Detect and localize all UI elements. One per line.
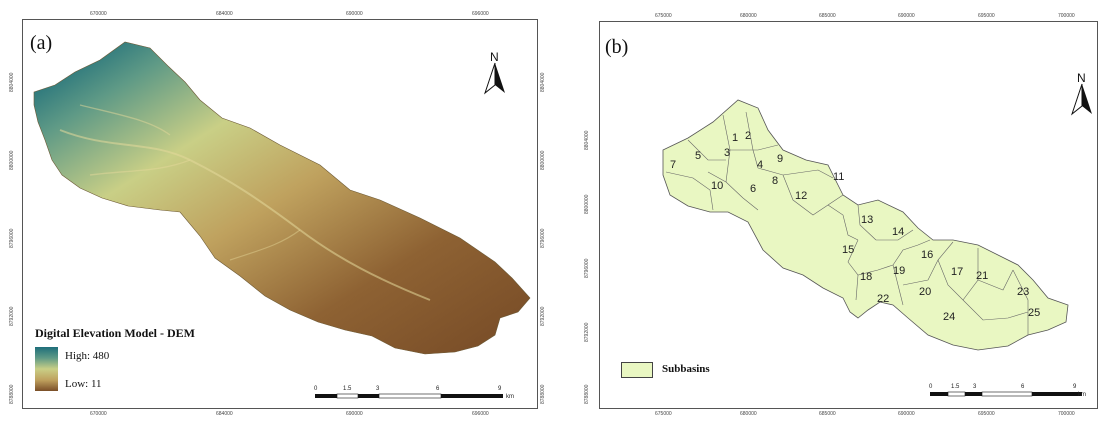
subbasin-label: 15	[842, 244, 854, 256]
subbasin-label: 23	[1017, 286, 1029, 298]
x-tick: 700000	[1058, 13, 1075, 19]
subbasin-label: 12	[795, 190, 807, 202]
legend-low: Low: 11	[65, 378, 102, 390]
subbasin-label: 25	[1028, 307, 1040, 319]
x-tick: 680000	[740, 13, 757, 19]
legend-high: High: 480	[65, 350, 110, 362]
subbasin-label: 14	[892, 226, 904, 238]
scale-label: 3	[973, 384, 977, 390]
x-tick: 690000	[346, 411, 363, 417]
subbasin-label: 1	[732, 132, 738, 144]
scale-label: 0	[929, 384, 933, 390]
x-tick: 690000	[898, 411, 915, 417]
north-arrow-icon	[483, 62, 505, 95]
subbasin-label: 24	[943, 311, 955, 323]
scale-unit: km	[506, 394, 514, 400]
x-tick: 675000	[655, 13, 672, 19]
x-tick: 685000	[819, 411, 836, 417]
subbasin-label: 5	[695, 150, 701, 162]
x-tick: 670000	[90, 11, 107, 17]
x-tick: 690000	[898, 13, 915, 19]
x-tick: 690000	[346, 11, 363, 17]
x-tick: 696000	[472, 11, 489, 17]
x-tick: 695000	[978, 13, 995, 19]
panel-label: (a)	[30, 32, 53, 54]
subbasin-label: 13	[861, 214, 873, 226]
x-tick: 670000	[90, 411, 107, 417]
subbasin-legend-swatch	[621, 362, 653, 378]
elevation-color-ramp	[35, 347, 58, 391]
north-label: N	[1077, 71, 1086, 85]
scale-bar	[315, 393, 503, 399]
subbasin-label: 18	[860, 271, 872, 283]
scale-label: 0	[314, 386, 318, 392]
subbasin-map-panel: 675000 680000 685000 690000 695000 70000…	[558, 0, 1110, 421]
x-tick: 684000	[216, 411, 233, 417]
dem-watershed-image	[33, 41, 531, 355]
dem-map-panel: 670000 684000 690000 696000 670000 68400…	[0, 0, 552, 421]
subbasin-label: 3	[724, 147, 730, 159]
x-tick: 680000	[740, 411, 757, 417]
legend-title: Digital Elevation Model - DEM	[35, 326, 195, 340]
legend-label: Subbasins	[662, 363, 710, 375]
scale-label: 9	[498, 386, 502, 392]
scale-unit: km	[1078, 392, 1086, 398]
x-tick: 696000	[472, 411, 489, 417]
subbasin-label: 21	[976, 270, 988, 282]
subbasin-label: 2	[745, 130, 751, 142]
subbasin-label: 4	[757, 159, 763, 171]
panel-label: (b)	[605, 36, 629, 58]
subbasin-label: 17	[951, 266, 963, 278]
scale-label: 1.5	[951, 384, 960, 390]
subbasin-label: 22	[877, 293, 889, 305]
subbasin-label: 20	[919, 286, 931, 298]
subbasin-labels: 1 2 3 4 5 6 7 8 9 10 11 12 13 14 15 16 1…	[670, 130, 1040, 323]
subbasin-label: 6	[750, 183, 756, 195]
scale-bar	[930, 391, 1082, 397]
north-label: N	[490, 50, 499, 64]
x-tick: 700000	[1058, 411, 1075, 417]
subbasin-label: 9	[777, 153, 783, 165]
subbasin-label: 11	[833, 171, 844, 183]
subbasin-map-image	[662, 99, 1069, 351]
scale-label: 3	[376, 386, 380, 392]
subbasin-label: 7	[670, 159, 676, 171]
subbasin-label: 16	[921, 249, 933, 261]
subbasin-label: 19	[893, 265, 905, 277]
x-tick: 675000	[655, 411, 672, 417]
scale-label: 6	[1021, 384, 1025, 390]
scale-label: 1.5	[343, 386, 352, 392]
scale-label: 9	[1073, 384, 1077, 390]
north-arrow-icon	[1070, 83, 1092, 116]
scale-label: 6	[436, 386, 440, 392]
x-tick: 685000	[819, 13, 836, 19]
subbasin-label: 8	[772, 175, 778, 187]
subbasin-label: 10	[711, 180, 723, 192]
x-tick: 684000	[216, 11, 233, 17]
x-tick: 695000	[978, 411, 995, 417]
